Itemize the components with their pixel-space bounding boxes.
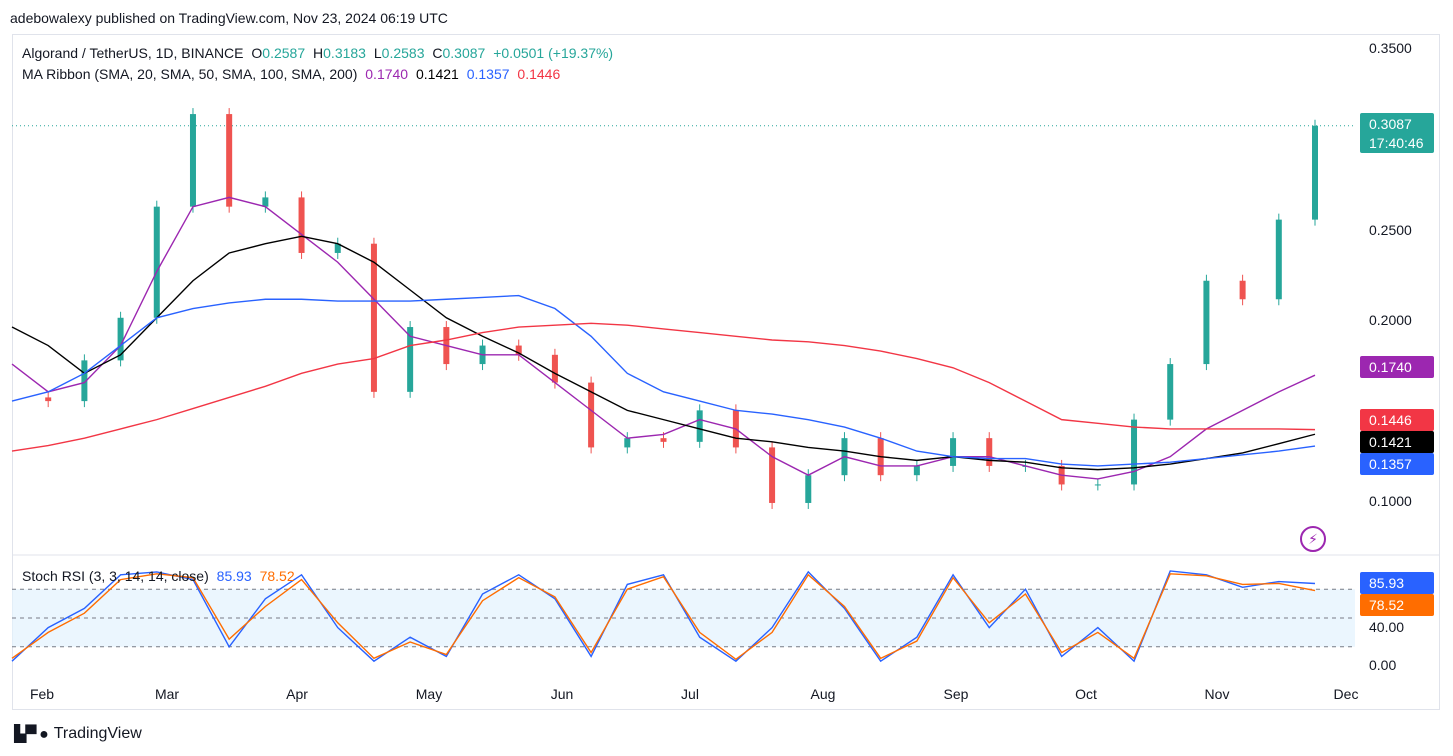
- footer: ▙▀ ● TradingView: [14, 724, 142, 744]
- candle-body: [769, 447, 776, 503]
- countdown-value: 17:40:46: [1369, 135, 1424, 151]
- sma100-line: [11, 294, 1316, 467]
- x-tick-feb: Feb: [29, 686, 55, 702]
- candle-body: [189, 114, 196, 207]
- candle-body: [153, 206, 160, 318]
- candle-body: [334, 243, 341, 253]
- candle-body: [1312, 125, 1318, 220]
- open-value: 0.2587: [262, 45, 306, 61]
- candle-body: [117, 317, 124, 361]
- stoch-tick-1: 0.00: [1369, 657, 1397, 673]
- low-label: L: [373, 45, 382, 61]
- stoch-d-tag: 78.52: [1360, 594, 1434, 616]
- symbol-legend: Algorand / TetherUS, 1D, BINANCE O0.2587…: [22, 45, 617, 61]
- x-tick-apr: Apr: [286, 686, 308, 702]
- sma200-line: [11, 322, 1316, 452]
- high-value: 0.3183: [323, 45, 366, 61]
- x-tick-may: May: [415, 686, 443, 702]
- x-tick-mar: Mar: [154, 686, 180, 702]
- change-value: +0.0501 (+19.37%): [493, 45, 614, 61]
- lightning-icon[interactable]: ⚡: [1300, 526, 1326, 552]
- high-label: H: [313, 45, 324, 61]
- candle-body: [588, 382, 595, 448]
- stoch-k-tag: 85.93: [1360, 572, 1434, 594]
- price-tick-0: 0.3500: [1369, 40, 1412, 56]
- candle-body: [551, 354, 558, 383]
- stoch-k-legend-value: 85.93: [216, 568, 252, 584]
- candle-body: [1275, 219, 1282, 300]
- tradingview-logo-icon: ▙▀ ●: [14, 726, 49, 743]
- stoch-tick-0: 40.00: [1369, 619, 1405, 635]
- ma-ribbon-legend: MA Ribbon (SMA, 20, SMA, 50, SMA, 100, S…: [22, 66, 564, 82]
- price-tick-3: 0.1000: [1369, 493, 1412, 509]
- ma100-legend-value: 0.1357: [466, 66, 510, 82]
- candle-body: [1239, 280, 1246, 300]
- ma20-legend-value: 0.1740: [365, 66, 409, 82]
- ma50-legend-value: 0.1421: [415, 66, 459, 82]
- close-label: C: [432, 45, 443, 61]
- price-tick-2: 0.2000: [1369, 312, 1412, 328]
- ma20-price-tag: 0.1740: [1360, 356, 1434, 378]
- stoch-d-legend-value: 78.52: [259, 568, 295, 584]
- ma200-legend-value: 0.1446: [517, 66, 561, 82]
- x-tick-jun: Jun: [550, 686, 574, 702]
- candle-body: [624, 438, 631, 448]
- candle-body: [913, 465, 920, 476]
- candle-body: [805, 475, 812, 503]
- candle-body: [226, 114, 233, 207]
- candle-body: [660, 438, 667, 442]
- sma20-line: [11, 196, 1316, 480]
- x-tick-sep: Sep: [943, 686, 969, 702]
- candle-body: [1094, 484, 1101, 486]
- x-tick-aug: Aug: [810, 686, 836, 702]
- low-value: 0.2583: [381, 45, 425, 61]
- open-label: O: [251, 45, 263, 61]
- publisher-line: adebowalexy published on TradingView.com…: [10, 10, 448, 26]
- x-tick-dec: Dec: [1333, 686, 1359, 702]
- ma200-price-tag: 0.1446: [1360, 409, 1434, 431]
- price-tick-1: 0.2500: [1369, 222, 1412, 238]
- footer-brand: TradingView: [53, 725, 142, 742]
- stoch-k-line: [11, 570, 1316, 663]
- x-tick-nov: Nov: [1204, 686, 1230, 702]
- x-tick-jul: Jul: [681, 686, 699, 702]
- candle-body: [45, 397, 52, 402]
- candle-body: [1167, 364, 1174, 420]
- x-tick-oct: Oct: [1075, 686, 1097, 702]
- ma100-price-tag: 0.1357: [1360, 453, 1434, 475]
- candle-body: [370, 243, 377, 392]
- ma-ribbon-label: MA Ribbon (SMA, 20, SMA, 50, SMA, 100, S…: [22, 66, 358, 82]
- sma50-line: [11, 235, 1316, 471]
- ma50-price-tag: 0.1421: [1360, 431, 1434, 453]
- candle-body: [950, 438, 957, 466]
- candle-body: [1131, 419, 1138, 485]
- candle-body: [81, 360, 88, 402]
- candle-body: [515, 345, 522, 355]
- last-price-value: 0.3087: [1369, 116, 1412, 132]
- candle-body: [696, 410, 703, 442]
- candle-body: [407, 327, 414, 392]
- close-value: 0.3087: [442, 45, 486, 61]
- stoch-label: Stoch RSI (3, 3, 14, 14, close): [22, 568, 209, 584]
- symbol-title: Algorand / TetherUS, 1D, BINANCE: [22, 45, 244, 61]
- stoch-d-line: [11, 573, 1316, 661]
- candle-body: [298, 197, 305, 253]
- last-price-tag: 0.3087 17:40:46: [1360, 113, 1434, 153]
- candle-body: [262, 197, 269, 207]
- stoch-legend: Stoch RSI (3, 3, 14, 14, close) 85.93 78…: [22, 568, 299, 584]
- chart-frame: [12, 34, 1440, 710]
- candle-body: [1203, 280, 1210, 365]
- candle-body: [986, 438, 993, 466]
